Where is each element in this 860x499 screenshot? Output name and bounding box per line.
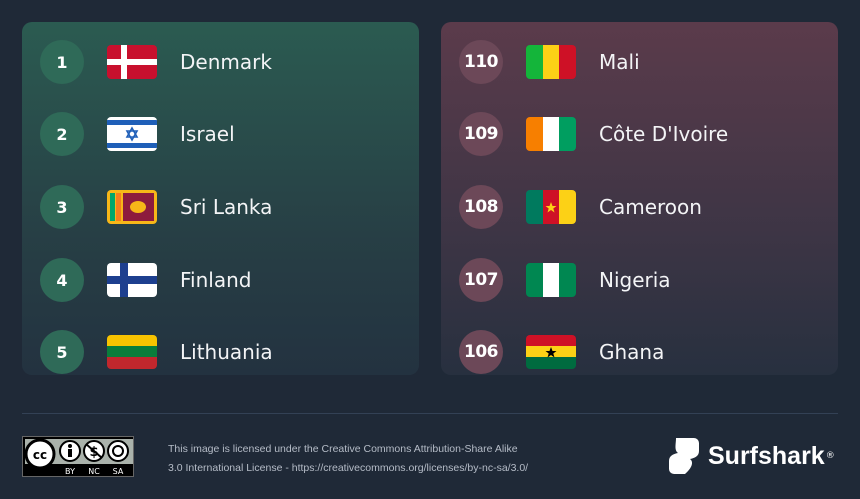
rank-badge: 108: [459, 185, 503, 229]
rank-badge: 5: [40, 330, 84, 374]
country-name: Denmark: [180, 50, 272, 74]
svg-text:$: $: [89, 445, 98, 460]
rank-badge: 110: [459, 40, 503, 84]
surfshark-logo: Surfshark ®: [668, 437, 835, 475]
rank-badge: 4: [40, 258, 84, 302]
registered-mark: ®: [825, 451, 835, 461]
ranking-row: 1 Denmark: [22, 40, 419, 84]
ranking-row: 106 Ghana: [441, 330, 838, 374]
cc-by-label: BY: [65, 467, 75, 476]
license-text: This image is licensed under the Creativ…: [168, 440, 528, 478]
ranking-row: 109 Côte D'Ivoire: [441, 112, 838, 156]
country-name: Finland: [180, 268, 252, 292]
finland-flag-icon: [107, 263, 157, 297]
surfshark-icon: [669, 438, 699, 474]
divider: [22, 413, 838, 414]
mali-flag-icon: [526, 45, 576, 79]
nigeria-flag-icon: [526, 263, 576, 297]
cameroon-flag-icon: [526, 190, 576, 224]
top-ranked-panel: 1 Denmark 2 Israel 3 Sri Lanka 4 Finland 5 L…: [22, 22, 419, 375]
brand-name: Surfshark: [708, 441, 825, 470]
cc-license-badge: cc $ BY NC SA: [22, 436, 134, 477]
country-name: Ghana: [599, 340, 665, 364]
rank-badge: 2: [40, 112, 84, 156]
country-name: Sri Lanka: [180, 195, 273, 219]
ranking-row: 110 Mali: [441, 40, 838, 84]
rank-badge: 109: [459, 112, 503, 156]
bottom-ranked-panel: 110 Mali 109 Côte D'Ivoire 108 Cameroon 107…: [441, 22, 838, 375]
country-name: Israel: [180, 122, 235, 146]
country-name: Nigeria: [599, 268, 671, 292]
rank-badge: 107: [459, 258, 503, 302]
country-name: Cameroon: [599, 195, 702, 219]
svg-text:cc: cc: [33, 448, 47, 462]
rank-badge: 106: [459, 330, 503, 374]
country-name: Lithuania: [180, 340, 273, 364]
ranking-row: 2 Israel: [22, 112, 419, 156]
license-line-2: 3.0 International License - https://crea…: [168, 462, 529, 474]
cc-sa-label: SA: [113, 467, 124, 476]
cc-nc-label: NC: [88, 467, 100, 476]
ranking-row: 107 Nigeria: [441, 258, 838, 302]
cote-divoire-flag-icon: [526, 117, 576, 151]
ranking-row: 108 Cameroon: [441, 185, 838, 229]
lithuania-flag-icon: [107, 335, 157, 369]
denmark-flag-icon: [107, 45, 157, 79]
ghana-flag-icon: [526, 335, 576, 369]
ranking-row: 3 Sri Lanka: [22, 185, 419, 229]
country-name: Mali: [599, 50, 640, 74]
rank-badge: 3: [40, 185, 84, 229]
israel-flag-icon: [107, 117, 157, 151]
ranking-row: 4 Finland: [22, 258, 419, 302]
license-line-1: This image is licensed under the Creativ…: [168, 443, 518, 455]
sri-lanka-flag-icon: [107, 190, 157, 224]
rank-badge: 1: [40, 40, 84, 84]
country-name: Côte D'Ivoire: [599, 122, 729, 146]
ranking-row: 5 Lithuania: [22, 330, 419, 374]
